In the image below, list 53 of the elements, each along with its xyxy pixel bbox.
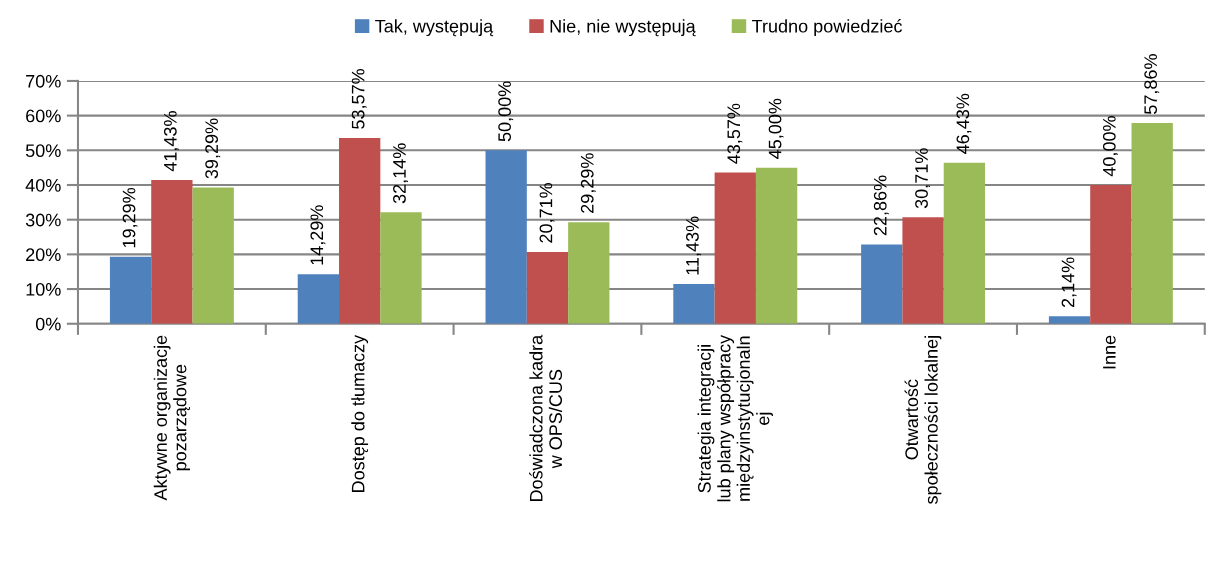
bar	[151, 180, 193, 324]
x-tick-label: Dostęp do tłumaczy	[351, 334, 369, 492]
data-label: 53,57%	[351, 69, 367, 129]
data-label: 11,43%	[686, 216, 701, 275]
bar	[297, 274, 340, 324]
x-tick-label: Inne	[1103, 335, 1116, 369]
bar	[192, 187, 234, 324]
data-label: 45,00%	[768, 98, 784, 159]
bar	[485, 150, 527, 324]
y-tick-label: 10%	[26, 283, 61, 296]
data-label: 57,86%	[1144, 54, 1160, 114]
y-tick-label: 70%	[26, 74, 61, 88]
bar	[943, 162, 986, 324]
y-tick-label: 30%	[25, 213, 61, 227]
x-tick-label: Otwartość społeczności lokalnej	[904, 336, 942, 504]
data-label: 41,43%	[163, 111, 179, 172]
bar	[861, 244, 903, 324]
data-label: 20,71%	[539, 182, 555, 243]
data-label: 30,71%	[915, 148, 931, 209]
bar	[526, 251, 569, 324]
bar	[902, 217, 944, 324]
legend-label: Nie, nie występują	[550, 19, 696, 37]
data-label: 29,29%	[580, 153, 596, 213]
bar	[1048, 316, 1091, 324]
legend-label: Tak, występują	[375, 19, 494, 37]
x-tick-label: Doświadczona kadra w OPS/CUS	[529, 334, 563, 501]
y-tick-label: 20%	[26, 248, 61, 262]
y-tick-label: 60%	[26, 109, 61, 123]
bar	[755, 167, 798, 324]
data-label: 22,86%	[873, 175, 889, 236]
data-label: 39,29%	[205, 118, 221, 179]
y-tick-label: 50%	[25, 144, 61, 158]
bar	[109, 256, 152, 324]
data-label: 43,57%	[727, 103, 743, 164]
data-label: 46,43%	[956, 93, 972, 154]
data-label: 32,14%	[393, 143, 408, 204]
data-label: 40,00%	[1102, 116, 1118, 177]
x-tick-label: Aktywne organizacje pozarządowe	[153, 335, 191, 501]
bar	[1131, 123, 1173, 324]
legend-label: Trudno powiedzieć	[752, 19, 903, 37]
bar	[714, 172, 756, 324]
data-label: 50,00%	[498, 81, 514, 142]
data-label: 14,29%	[310, 205, 326, 265]
x-tick-label: Strategia integracji lub plany współpracy międzyinstytucjonaln ej	[697, 334, 773, 502]
bar	[568, 222, 610, 324]
data-label: 2,14%	[1061, 257, 1077, 308]
bar	[1090, 185, 1132, 324]
data-label: 19,29%	[122, 187, 138, 248]
bar	[380, 212, 422, 324]
y-tick-label: 0%	[35, 317, 61, 331]
y-tick-label: 40%	[25, 178, 61, 192]
bar	[339, 137, 381, 324]
bar	[673, 284, 715, 324]
